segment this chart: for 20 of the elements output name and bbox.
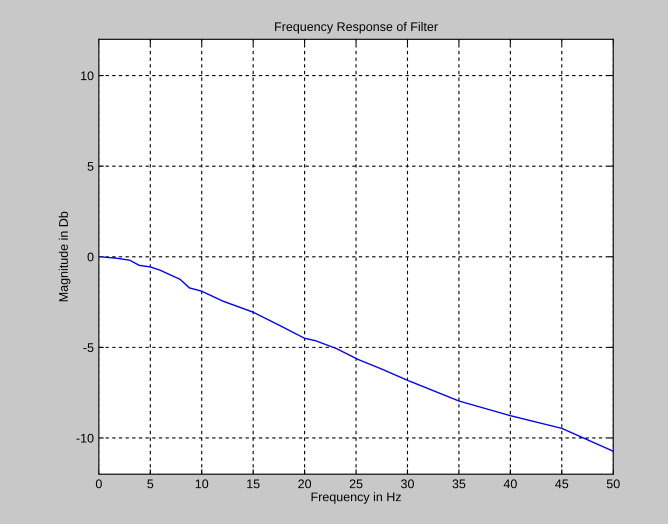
x-tick-label: 35 (452, 479, 466, 488)
x-tick-label: 5 (147, 480, 154, 488)
y-tick-label: 0 (88, 252, 94, 262)
x-tick-label: 30 (401, 479, 414, 488)
x-axis-title: Frequency in Hz (312, 492, 401, 504)
line-series (98, 256, 614, 452)
chart-title: Frequency Response of Filter (275, 22, 438, 34)
x-tick-label: 0 (96, 479, 102, 488)
x-tick-label: 45 (555, 480, 568, 488)
x-tick-label: 40 (504, 479, 517, 488)
y-tick-label: 5 (88, 162, 94, 171)
y-tick-label: -5 (83, 343, 94, 352)
x-tick-label: 15 (247, 480, 260, 488)
x-tick-label: 25 (350, 479, 362, 488)
y-axis-title: Magnitude in Db (58, 212, 70, 302)
x-tick-label: 50 (606, 479, 620, 488)
y-tick-label: 10 (81, 71, 94, 80)
x-tick-label: 20 (298, 479, 312, 488)
y-tick-label: -10 (76, 434, 94, 443)
x-tick-label: 10 (196, 479, 208, 488)
